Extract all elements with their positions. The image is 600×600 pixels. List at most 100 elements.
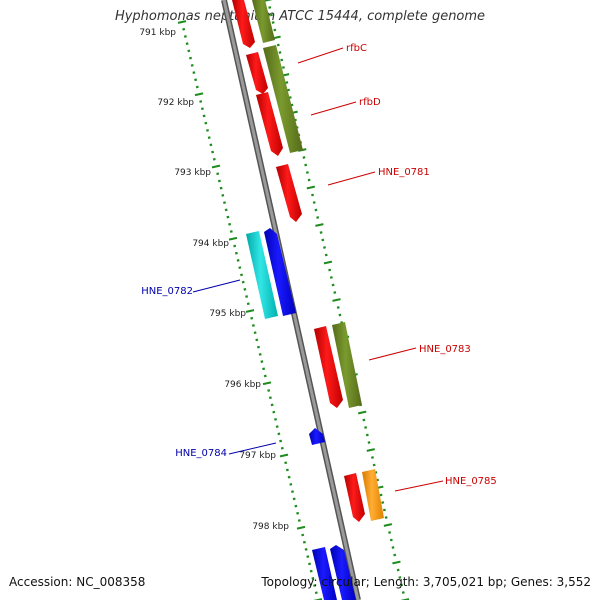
minor-tick — [236, 259, 240, 262]
gene-label-hne-0782[interactable]: HNE_0782 — [141, 286, 193, 297]
gene-arrow-hne-0785[interactable] — [344, 473, 365, 522]
minor-tick — [311, 193, 314, 197]
minor-tick — [370, 456, 374, 459]
minor-tick — [241, 280, 245, 284]
tick-label: 792 kbp — [157, 98, 194, 108]
gene-label-hne-0784[interactable]: HNE_0784 — [175, 448, 227, 459]
minor-tick — [255, 338, 259, 342]
minor-tick — [202, 114, 206, 118]
gene-arrow-bottom-blue-2[interactable] — [330, 545, 356, 600]
minor-tick — [307, 178, 311, 182]
gene-arrow-hne-0783-olive[interactable] — [332, 322, 362, 408]
minor-tick — [190, 63, 194, 67]
gene-arrow-rfbC-olive[interactable] — [263, 45, 303, 153]
minor-tick — [253, 331, 257, 335]
gene-label-hne-0781[interactable]: HNE_0781 — [378, 167, 430, 178]
minor-tick — [304, 548, 308, 551]
gene-label-rfbD[interactable]: rfbD — [359, 97, 381, 108]
minor-tick — [285, 468, 289, 472]
minor-tick — [321, 238, 325, 242]
major-tick — [211, 164, 221, 169]
gene-arrow-cyan[interactable] — [246, 231, 278, 319]
minor-tick — [240, 273, 243, 277]
minor-tick — [324, 253, 328, 257]
minor-tick — [229, 230, 233, 233]
tick-label: 794 kbp — [192, 239, 229, 249]
minor-tick — [200, 107, 204, 111]
minor-tick — [212, 157, 216, 161]
gene-arrow-hne-0785-orange[interactable] — [362, 469, 384, 521]
gene-arrow-bottom-blue-1[interactable] — [312, 547, 337, 600]
minor-tick — [270, 403, 274, 407]
minor-tick — [316, 216, 320, 219]
minor-tick — [217, 179, 221, 183]
minor-tick — [226, 215, 230, 219]
major-tick — [315, 223, 324, 227]
minor-tick — [312, 201, 316, 204]
minor-tick — [269, 13, 273, 17]
gene-arrow-hne-0784[interactable] — [309, 428, 325, 445]
minor-tick — [309, 569, 313, 573]
minor-tick — [211, 150, 215, 154]
major-tick — [279, 453, 289, 458]
minor-tick — [289, 483, 293, 486]
minor-tick — [234, 251, 238, 255]
minor-tick — [297, 519, 301, 522]
gene-label-hne-0783[interactable]: HNE_0783 — [419, 344, 471, 355]
minor-tick — [206, 129, 209, 132]
minor-tick — [328, 268, 332, 272]
minor-tick — [302, 540, 306, 544]
minor-tick — [333, 291, 337, 294]
gene-arrow-hne-0781[interactable] — [276, 164, 302, 222]
minor-tick — [287, 88, 291, 92]
gene-arrow-top-red[interactable] — [232, 0, 255, 48]
minor-tick — [221, 194, 225, 197]
minor-tick — [302, 156, 306, 159]
gene-arrow-rfbD[interactable] — [256, 92, 283, 156]
minor-tick — [219, 186, 223, 190]
minor-tick — [228, 222, 232, 226]
minor-tick — [243, 287, 247, 291]
gene-arrow-hne-0783[interactable] — [314, 326, 343, 408]
minor-tick — [382, 508, 386, 512]
major-tick — [366, 448, 375, 452]
minor-tick — [313, 584, 317, 587]
minor-tick — [271, 21, 275, 24]
minor-tick — [280, 58, 284, 62]
minor-tick — [296, 511, 300, 515]
gene-arrow-hne-0782[interactable] — [264, 228, 296, 316]
minor-tick — [268, 6, 272, 9]
minor-tick — [246, 302, 250, 306]
gene-arrow-rfbC[interactable] — [246, 52, 268, 94]
genome-stats-text: Topology: circular; Length: 3,705,021 bp… — [261, 575, 591, 589]
minor-tick — [280, 446, 284, 450]
minor-tick — [276, 43, 280, 47]
major-tick — [194, 92, 204, 97]
minor-tick — [384, 516, 388, 519]
minor-tick — [314, 208, 318, 212]
minor-tick — [195, 85, 199, 89]
minor-tick — [340, 321, 344, 324]
major-tick — [228, 236, 238, 241]
major-tick — [323, 260, 333, 265]
minor-tick — [285, 81, 289, 84]
gene-label-hne-0785[interactable]: HNE_0785 — [445, 476, 497, 487]
minor-tick — [275, 425, 279, 428]
minor-tick — [391, 546, 395, 549]
major-tick — [400, 598, 410, 600]
minor-tick — [187, 49, 191, 53]
minor-tick — [279, 439, 283, 443]
gene-label-rfbC[interactable]: rfbC — [346, 43, 367, 54]
major-tick — [245, 309, 255, 313]
minor-tick — [189, 56, 192, 60]
minor-tick — [216, 172, 220, 176]
tick-labels: 791 kbp 792 kbp 793 kbp 794 kbp 795 kbp … — [139, 28, 289, 532]
major-tick — [262, 381, 272, 386]
minor-tick — [277, 432, 281, 436]
minor-tick — [245, 295, 249, 298]
minor-tick — [396, 568, 400, 572]
minor-tick — [381, 501, 385, 504]
gene-arrow-top-olive[interactable] — [252, 0, 275, 43]
minor-tick — [224, 208, 228, 212]
